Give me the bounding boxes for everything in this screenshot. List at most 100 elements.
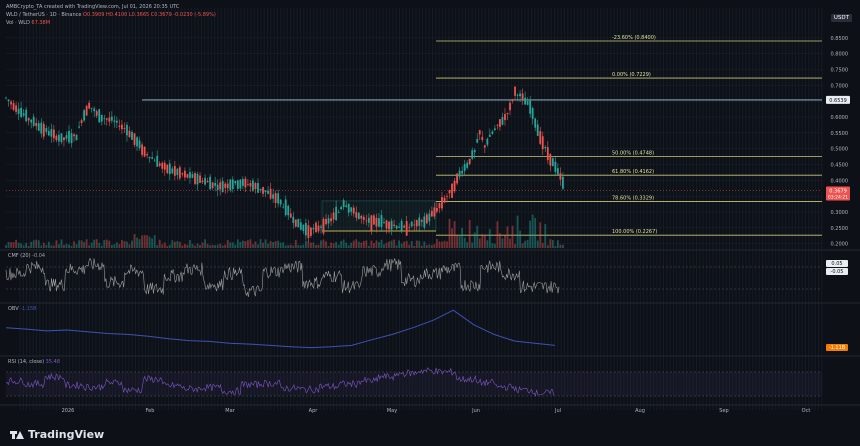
volume-bar bbox=[526, 239, 529, 248]
volume-bar bbox=[491, 243, 494, 248]
volume-bar bbox=[350, 242, 353, 248]
volume-bar bbox=[292, 245, 295, 248]
volume-bar bbox=[322, 239, 325, 248]
candle-body bbox=[375, 217, 378, 227]
volume-bar bbox=[506, 226, 509, 248]
candle-body bbox=[196, 174, 199, 185]
volume-bar bbox=[221, 245, 224, 248]
candle-body bbox=[436, 207, 438, 212]
volume-bar bbox=[360, 242, 363, 248]
candle-body bbox=[257, 182, 259, 193]
candle-body bbox=[211, 182, 214, 189]
obv-label: OBV -1.15B bbox=[8, 306, 37, 312]
volume-bar bbox=[433, 244, 436, 248]
candle-body bbox=[264, 190, 267, 193]
volume-bar bbox=[415, 240, 418, 248]
volume-bar bbox=[471, 242, 474, 248]
candle-body bbox=[282, 206, 285, 208]
volume-bar bbox=[562, 244, 564, 248]
candle-body bbox=[415, 220, 418, 227]
volume-bar bbox=[325, 241, 327, 248]
brand-name: TradingView bbox=[28, 428, 105, 441]
candle-body bbox=[320, 226, 322, 228]
candle-body bbox=[559, 173, 562, 180]
rsi-band bbox=[6, 372, 822, 396]
candle-body bbox=[423, 216, 426, 228]
volume-bar bbox=[239, 241, 242, 248]
candle-body bbox=[327, 218, 330, 224]
candle-body bbox=[121, 124, 123, 130]
candle-body bbox=[63, 137, 65, 141]
volume-bar bbox=[441, 241, 443, 248]
candle-body bbox=[380, 215, 383, 227]
candle-body bbox=[297, 218, 300, 228]
volume-bar bbox=[486, 240, 489, 248]
candle-body bbox=[267, 190, 269, 194]
candle-body bbox=[428, 213, 431, 222]
candle-body bbox=[486, 138, 489, 145]
candle-body bbox=[186, 174, 189, 178]
y-tick-label: 0.2000 bbox=[831, 242, 849, 248]
y-tick-label: 0.4500 bbox=[831, 163, 849, 169]
candle-body bbox=[224, 183, 227, 188]
volume-bar bbox=[410, 240, 413, 248]
current-price-countdown: 03:24:21 bbox=[828, 194, 848, 200]
volume-bar bbox=[279, 242, 282, 248]
volume-bar bbox=[388, 241, 390, 248]
volume-bar bbox=[118, 244, 121, 248]
volume-bar bbox=[168, 244, 171, 248]
candle-body bbox=[226, 183, 229, 189]
candle-body bbox=[541, 136, 544, 150]
y-tick-label: 0.6000 bbox=[831, 115, 849, 121]
quote-currency-label[interactable]: USDT bbox=[830, 14, 852, 22]
candle-body bbox=[562, 176, 564, 189]
volume-bar bbox=[264, 239, 267, 248]
candle-body bbox=[478, 130, 481, 135]
volume-bar bbox=[534, 217, 537, 248]
candle-body bbox=[100, 114, 103, 122]
candle-body bbox=[35, 122, 38, 127]
candle-body bbox=[539, 131, 542, 144]
volume-bar bbox=[451, 228, 453, 248]
candle-body bbox=[17, 108, 20, 114]
candle-body bbox=[171, 168, 174, 174]
volume-bar bbox=[501, 238, 504, 248]
fib-level-label: 100.00% (0.2267) bbox=[612, 229, 657, 235]
candle-body bbox=[269, 188, 272, 199]
candle-body bbox=[80, 120, 83, 123]
candle-body bbox=[136, 137, 138, 147]
volume-bar bbox=[196, 243, 199, 248]
volume-bar bbox=[448, 218, 451, 248]
volume-bar bbox=[166, 245, 169, 248]
candle-body bbox=[184, 170, 186, 178]
volume-bar bbox=[483, 234, 486, 248]
candle-body bbox=[115, 120, 118, 123]
volume-bar bbox=[514, 243, 516, 248]
volume-bar bbox=[556, 240, 559, 248]
volume-bar bbox=[83, 242, 86, 248]
volume-bar bbox=[113, 244, 116, 248]
candle-body bbox=[241, 179, 244, 186]
y-tick-label: 0.5500 bbox=[831, 131, 849, 137]
volume-bar bbox=[108, 240, 111, 248]
volume-bar bbox=[78, 240, 80, 248]
candle-body bbox=[456, 173, 458, 184]
volume-bar bbox=[236, 239, 239, 248]
fib-level-label: -23.60% (0.8400) bbox=[612, 35, 656, 41]
candle-body bbox=[161, 162, 164, 169]
volume-bar bbox=[393, 239, 395, 248]
candle-body bbox=[385, 220, 388, 229]
volume-bar bbox=[473, 232, 476, 248]
x-tick-label: Mar bbox=[225, 408, 235, 414]
volume-bar bbox=[355, 239, 358, 248]
volume-bar bbox=[365, 240, 368, 248]
candle-body bbox=[413, 224, 416, 226]
candle-body bbox=[418, 217, 421, 226]
volume-bar bbox=[47, 241, 50, 248]
candle-body bbox=[272, 194, 275, 199]
volume-bar bbox=[123, 241, 126, 248]
volume-bar bbox=[413, 245, 416, 248]
candle-body bbox=[151, 157, 154, 159]
candle-body bbox=[337, 211, 340, 213]
volume-bar bbox=[370, 240, 373, 248]
